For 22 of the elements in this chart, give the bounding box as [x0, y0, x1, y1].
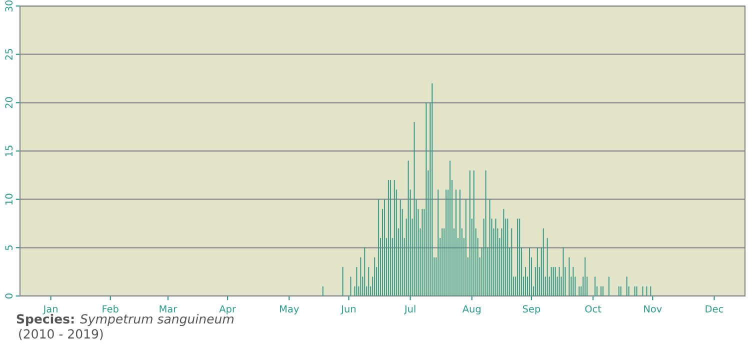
x-tick-label: Oct: [585, 305, 602, 313]
text: (2010 - 2019): [19, 328, 103, 340]
text: Species:: [16, 314, 74, 326]
y-tick-label: 30: [5, 0, 13, 12]
x-tick-label: Jan: [42, 305, 58, 314]
x-tick-label: May: [280, 305, 299, 314]
x-tick-label: Sep: [522, 305, 540, 314]
x-tick-label: Aug: [462, 305, 480, 314]
x-tick-label: Nov: [644, 305, 662, 313]
y-tick-label: 5: [5, 245, 13, 250]
text: Sympetrum sanguineum: [80, 314, 234, 326]
x-tick-label: Feb: [102, 305, 118, 313]
x-tick-label: Mar: [160, 305, 178, 313]
x-tick-label: Apr: [219, 305, 236, 314]
x-tick-label: Jul: [404, 305, 416, 314]
y-tick-label: 10: [5, 194, 13, 204]
y-tick-label: 20: [5, 97, 13, 108]
x-tick-label: Jun: [340, 305, 356, 314]
y-tick-label: 25: [5, 48, 13, 60]
y-tick-label: 15: [5, 146, 13, 156]
y-tick-label: 0: [5, 294, 13, 298]
x-tick-label: Dec: [706, 305, 724, 313]
